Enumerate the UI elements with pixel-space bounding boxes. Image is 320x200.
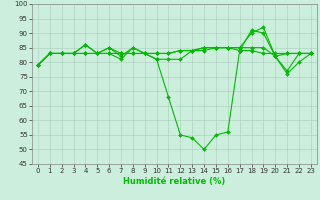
- X-axis label: Humidité relative (%): Humidité relative (%): [123, 177, 226, 186]
